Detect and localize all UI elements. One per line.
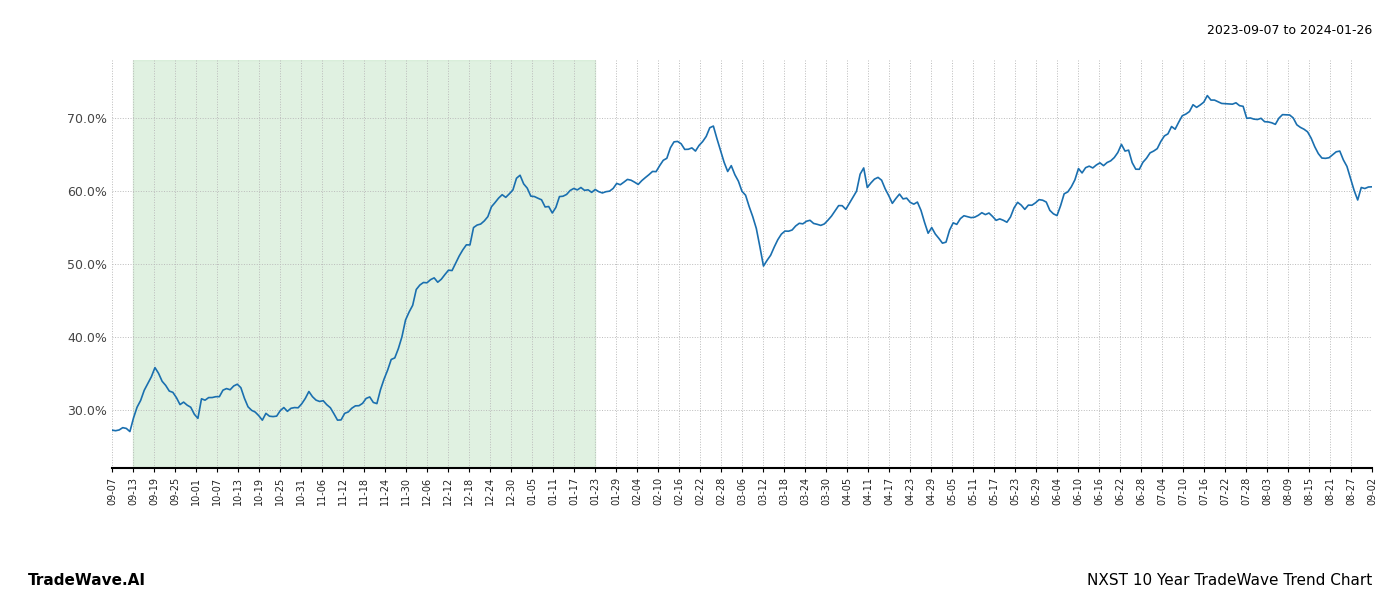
Text: TradeWave.AI: TradeWave.AI <box>28 573 146 588</box>
Text: NXST 10 Year TradeWave Trend Chart: NXST 10 Year TradeWave Trend Chart <box>1086 573 1372 588</box>
Bar <box>133 60 595 468</box>
Text: 2023-09-07 to 2024-01-26: 2023-09-07 to 2024-01-26 <box>1207 24 1372 37</box>
